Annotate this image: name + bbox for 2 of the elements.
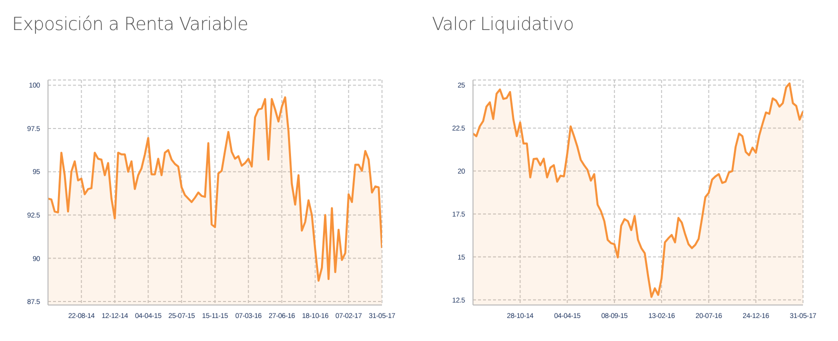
chart-title: Valor Liquidativo — [431, 13, 575, 37]
chart-title: Exposición a Renta Variable — [11, 13, 250, 37]
